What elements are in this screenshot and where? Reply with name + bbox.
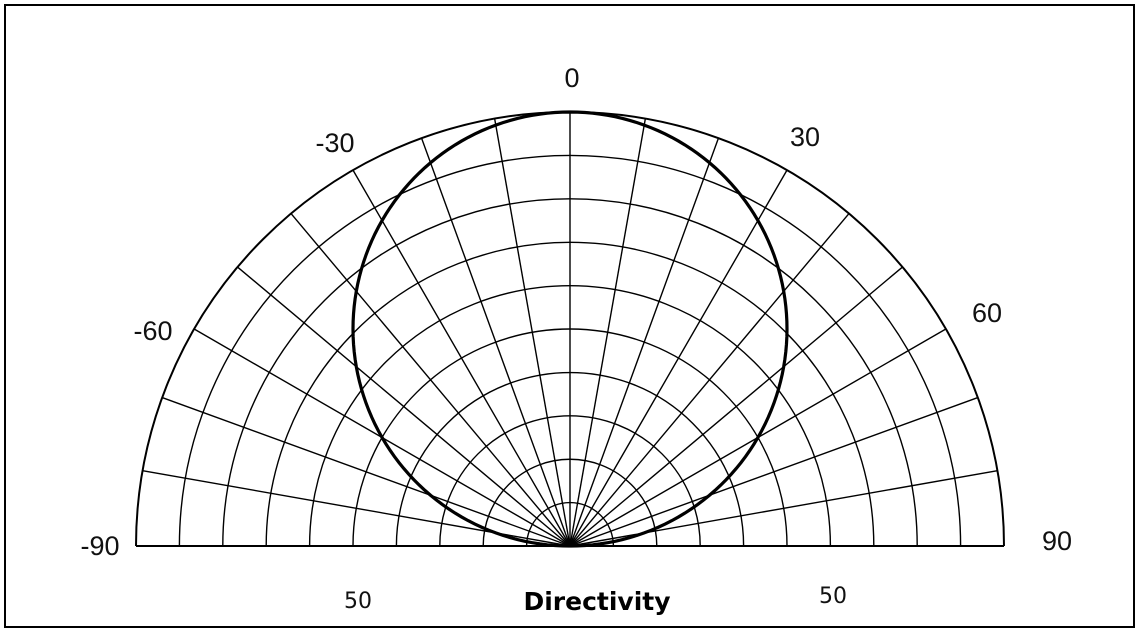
- angle-tick-label: 30: [790, 122, 820, 152]
- directivity-pattern-line: [351, 110, 789, 548]
- grid-spoke: [569, 137, 720, 547]
- grid-spoke: [569, 169, 788, 547]
- angle-tick-label: 0: [564, 63, 579, 93]
- angle-tick-label: -30: [315, 128, 354, 158]
- grid-spoke: [569, 118, 647, 547]
- grid-spoke: [569, 396, 979, 547]
- angle-tick-label: 60: [972, 298, 1002, 328]
- angle-tick-label: -60: [133, 316, 172, 346]
- grid-spoke: [569, 213, 850, 547]
- grid-spoke: [237, 266, 571, 547]
- grid-spoke: [569, 266, 903, 547]
- angle-tick-label: 90: [1042, 526, 1072, 556]
- angular-grid-spokes: [142, 112, 998, 547]
- angle-tick-label: -90: [80, 531, 119, 561]
- grid-spoke: [290, 213, 571, 547]
- grid-spoke: [493, 118, 571, 547]
- grid-spoke: [161, 396, 571, 547]
- ring-label-left: 50: [344, 589, 372, 614]
- ring-label-right: 50: [819, 584, 847, 609]
- chart-title: Directivity: [523, 587, 670, 616]
- angle-tick-labels: -90 -60 -30 0 30 60 90: [80, 63, 1072, 561]
- grid-spoke: [420, 137, 571, 547]
- grid-spoke: [352, 169, 571, 547]
